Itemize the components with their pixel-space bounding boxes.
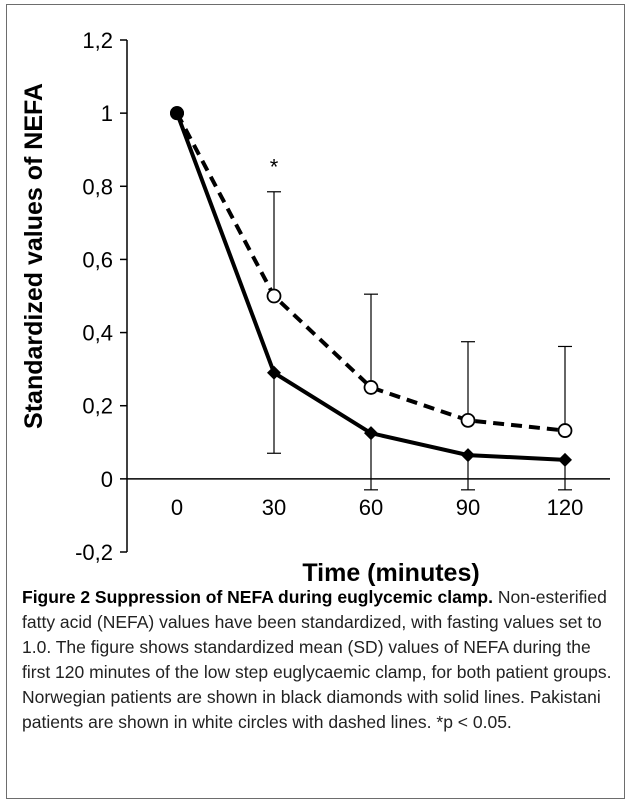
nefa-line-chart: -0,2 0 0,2 0,4 0,6 0,8 1 1,2 0 30 60 90 120 * Time (… <box>20 28 610 587</box>
x-tick-label: 90 <box>456 495 480 520</box>
y-tick-label: 1,2 <box>82 28 113 53</box>
y-tick-label: 0,4 <box>82 321 113 346</box>
significance-asterisk: * <box>270 155 279 180</box>
y-tick-label: 0 <box>101 467 113 492</box>
chart-ticks: -0,2 0 0,2 0,4 0,6 0,8 1 1,2 0 30 60 90 120 <box>75 28 583 565</box>
x-tick-label: 60 <box>359 495 383 520</box>
data-point-diamond <box>461 448 475 463</box>
x-axis-label: Time (minutes) <box>302 559 479 587</box>
series-line <box>175 112 566 462</box>
figure-caption: Figure 2 Suppression of NEFA during eugl… <box>22 585 622 735</box>
y-tick-label: 0,2 <box>82 394 113 419</box>
x-tick-label: 0 <box>171 495 183 520</box>
y-tick-label: 0,8 <box>82 174 113 199</box>
data-point-circle <box>266 288 282 304</box>
data-point-start <box>170 106 184 121</box>
series-white-circle <box>170 106 573 438</box>
figure-frame <box>6 4 625 799</box>
data-point-diamond <box>364 426 378 441</box>
data-point-diamond <box>267 365 281 380</box>
data-point-diamond <box>558 452 572 467</box>
y-axis-label: Standardized values of NEFA <box>20 83 48 429</box>
x-tick-label: 120 <box>547 495 584 520</box>
data-point-circle <box>363 380 379 395</box>
y-tick-label: 0,6 <box>82 247 113 272</box>
data-point-circle <box>460 412 476 428</box>
y-tick-label: 1 <box>101 101 113 126</box>
y-tick-label: -0,2 <box>75 540 113 565</box>
caption-body: Non-esterified fatty acid (NEFA) values … <box>22 587 612 732</box>
chart-axes <box>126 40 610 552</box>
series-line <box>175 112 566 433</box>
data-point-circle <box>557 423 573 438</box>
chart-series: * <box>170 106 573 491</box>
x-tick-label: 30 <box>262 495 286 520</box>
caption-title: Figure 2 Suppression of NEFA during eugl… <box>22 587 493 607</box>
